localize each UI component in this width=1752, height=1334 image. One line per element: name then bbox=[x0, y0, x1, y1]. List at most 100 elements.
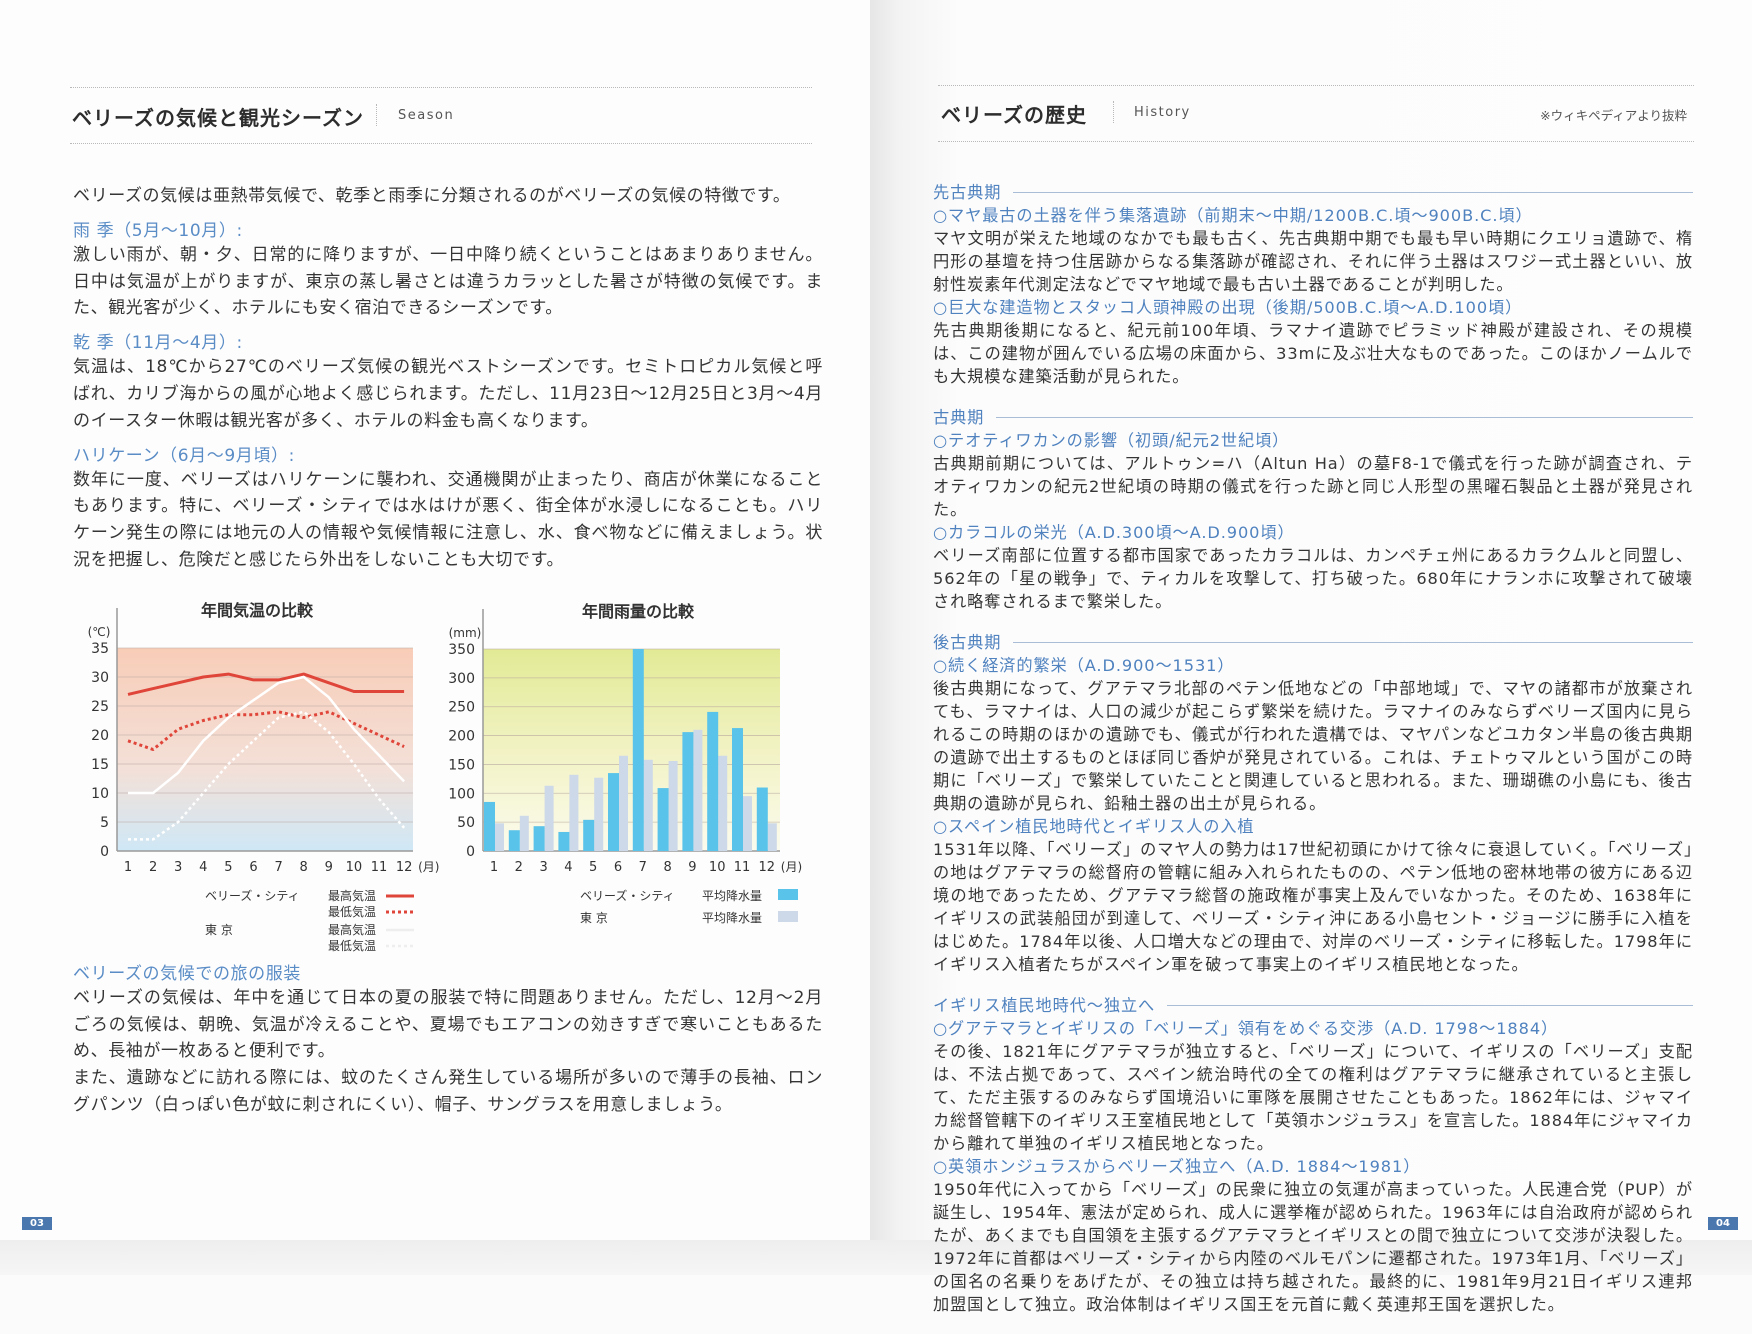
clothing-body: また、遺跡などに訪れる際には、蚊のたくさん発生している場所が多いので薄手の長袖、… bbox=[73, 1068, 823, 1115]
bar-tokyo bbox=[544, 785, 554, 851]
dotted-divider bbox=[938, 141, 1694, 142]
bar-belize bbox=[732, 727, 743, 851]
dotted-divider bbox=[70, 143, 812, 144]
x-tick-label: 5 bbox=[589, 860, 597, 875]
event-body: マヤ文明が栄えた地域のなかでも最も古く、先古典期中期でも最も早い時期にクエリョ遺… bbox=[933, 229, 1693, 294]
y-tick-label: 20 bbox=[91, 728, 109, 744]
clothing-heading: ベリーズの気候での旅の服装 bbox=[73, 963, 301, 984]
history-section: イギリス植民地時代～独立へ ○グアテマラとイギリスの「ベリーズ」領有をめぐる交渉（… bbox=[933, 994, 1693, 1316]
x-tick-label: 9 bbox=[325, 860, 333, 875]
era-heading: 先古典期 bbox=[933, 181, 1693, 204]
y-tick-label: 350 bbox=[448, 642, 475, 658]
event-subheading: ○巨大な建造物とスタッコ人頭神殿の出現（後期/500B.C.頃～A.D.100頃… bbox=[933, 298, 1523, 317]
x-tick-label: 4 bbox=[564, 860, 572, 875]
plot-background bbox=[117, 647, 413, 851]
bar-belize bbox=[558, 831, 570, 851]
heading-rule bbox=[1013, 642, 1693, 643]
event-body: 古典期前期については、アルトゥン=ハ（Altun Ha）の墓F8-1で儀式を行っ… bbox=[933, 454, 1693, 519]
legend-label: 平均降水量 bbox=[702, 889, 762, 903]
x-tick-label: 1 bbox=[490, 860, 498, 875]
dotted-divider bbox=[938, 85, 1694, 86]
legend-city: 東 京 bbox=[205, 923, 233, 937]
legend-label: 最低気温 bbox=[328, 904, 376, 919]
source-note: ※ウィキペディアより抜粋 bbox=[1540, 108, 1687, 123]
bar-belize bbox=[707, 711, 719, 851]
event-subheading: ○スペイン植民地時代とイギリス人の入植 bbox=[933, 817, 1255, 836]
y-tick-label: 30 bbox=[91, 670, 109, 686]
bar-tokyo bbox=[668, 760, 678, 851]
legend-label: 最高気温 bbox=[328, 888, 376, 903]
y-tick-label: 15 bbox=[91, 757, 109, 773]
title-separator bbox=[376, 104, 377, 126]
x-tick-label: 6 bbox=[614, 860, 622, 875]
y-tick-label: 300 bbox=[448, 671, 475, 687]
chart-title: 年間雨量の比較 bbox=[582, 602, 695, 621]
legend-swatch bbox=[778, 910, 798, 922]
y-tick-label: 35 bbox=[91, 641, 109, 657]
x-tick-label: 11 bbox=[371, 860, 388, 875]
x-tick-label: 10 bbox=[709, 860, 726, 875]
era-heading-label: 後古典期 bbox=[933, 633, 1002, 652]
x-tick-label: 9 bbox=[688, 860, 696, 875]
legend-label: 平均降水量 bbox=[702, 911, 762, 925]
series-line bbox=[128, 675, 406, 795]
bar-tokyo bbox=[767, 823, 777, 851]
legend-city: ベリーズ・シティ bbox=[205, 888, 300, 903]
legend-label: 最低気温 bbox=[328, 938, 376, 953]
bar-belize bbox=[583, 819, 595, 851]
series-line bbox=[128, 710, 406, 841]
page-edge bbox=[0, 1240, 870, 1275]
x-tick-label: 8 bbox=[300, 860, 308, 875]
legend-city: ベリーズ・シティ bbox=[580, 888, 675, 903]
era-heading-label: イギリス植民地時代～独立へ bbox=[933, 996, 1156, 1015]
x-tick-label: 1 bbox=[124, 860, 132, 875]
legend-swatch bbox=[778, 888, 798, 900]
y-tick-label: 150 bbox=[448, 757, 475, 773]
bar-tokyo bbox=[743, 795, 752, 851]
event-body: ベリーズ南部に位置する都市国家であったカラコルは、カンペチェ州にあるカラクムルと… bbox=[933, 546, 1693, 611]
page-number: 03 bbox=[22, 1217, 52, 1230]
y-axis-unit: (mm) bbox=[449, 626, 482, 640]
y-tick-label: 200 bbox=[448, 728, 475, 744]
era-heading: イギリス植民地時代～独立へ bbox=[933, 994, 1693, 1017]
event-subheading: ○グアテマラとイギリスの「ベリーズ」領有をめぐる交渉（A.D. 1798～188… bbox=[933, 1019, 1559, 1038]
y-tick-label: 0 bbox=[100, 844, 109, 860]
y-tick-label: 100 bbox=[448, 786, 475, 802]
event-body: 1531年以降、「ベリーズ」のマヤ人の勢力は17世紀初頭にかけて徐々に衰退してい… bbox=[933, 840, 1693, 974]
clothing-body: ベリーズの気候は、年中を通じて日本の夏の服装で特に問題ありません。ただし、12月… bbox=[73, 987, 823, 1062]
x-tick-label: 12 bbox=[396, 860, 413, 875]
left-page: ベリーズの気候と観光シーズン Season ベリーズの気候は亜熱帯気候で、乾季と… bbox=[0, 0, 870, 1275]
event-subheading: ○カラコルの栄光（A.D.300頃～A.D.900頃） bbox=[933, 523, 1295, 542]
page-edge bbox=[870, 1240, 1752, 1275]
bar-belize bbox=[508, 829, 520, 851]
x-tick-label: 6 bbox=[249, 860, 257, 875]
section-heading: ハリケーン（6月～9月頃）: bbox=[73, 445, 295, 466]
event-subheading: ○続く経済的繁栄（A.D.900～1531） bbox=[933, 656, 1235, 675]
history-section: 古典期 ○テオティワカンの影響（初頭/紀元2世紀頃） 古典期前期については、アルトゥ… bbox=[933, 406, 1693, 613]
left-content: ベリーズの気候は亜熱帯気候で、乾季と雨季に分類されるのがベリーズの気候の特徴です… bbox=[73, 183, 823, 1119]
chart-title: 年間気温の比較 bbox=[201, 601, 314, 620]
bar-tokyo bbox=[718, 755, 728, 851]
history-section: 後古典期 ○続く経済的繁栄（A.D.900～1531） 後古典期になって、グアテマラ… bbox=[933, 631, 1693, 976]
charts-area: 0 5 10 15 20 25 30 35 (℃) 年間気温の比較 1 2 3 4 5 6 7 8 9 10 11 12(… bbox=[0, 588, 840, 953]
bar-tokyo bbox=[619, 755, 628, 851]
event-subheading: ○マヤ最古の土器を伴う集落遺跡（前期末～中期/1200B.C.頃～900B.C.… bbox=[933, 206, 1533, 225]
legend-label: 最高気温 bbox=[328, 922, 376, 937]
legend-city: 東 京 bbox=[580, 911, 608, 925]
history-content: 先古典期 ○マヤ最古の土器を伴う集落遺跡（前期末～中期/1200B.C.頃～900… bbox=[933, 181, 1693, 1334]
x-tick-label: 2 bbox=[149, 860, 157, 875]
bar-tokyo bbox=[519, 815, 529, 851]
event-subheading: ○テオティワカンの影響（初頭/紀元2世紀頃） bbox=[933, 431, 1290, 450]
x-tick-label: 5 bbox=[224, 860, 232, 875]
x-tick-label: 7 bbox=[639, 860, 647, 875]
section-body: 数年に一度、ベリーズはハリケーンに襲われ、交通機関が止まったり、商店が休業になる… bbox=[73, 469, 823, 570]
bar-belize bbox=[632, 648, 644, 851]
event-body: その後、1821年にグアテマラが独立すると、「ベリーズ」について、イギリスの「ベ… bbox=[933, 1042, 1693, 1153]
event-body: 1950年代に入ってから「ベリーズ」の民衆に独立の気運が高まっていった。人民連合… bbox=[933, 1180, 1693, 1314]
page-title: ベリーズの歴史 bbox=[941, 103, 1087, 127]
series-line bbox=[127, 672, 405, 696]
bar-tokyo bbox=[693, 729, 703, 851]
page-subtitle: History bbox=[1134, 105, 1191, 120]
